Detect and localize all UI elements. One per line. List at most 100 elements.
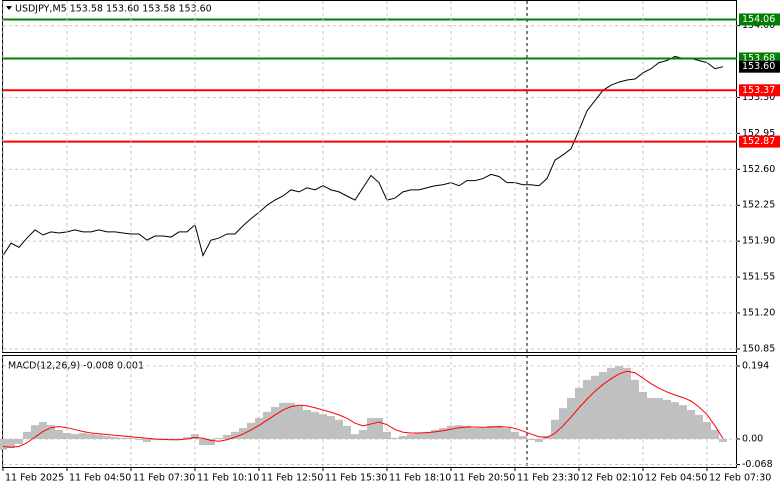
histogram-bar: [479, 428, 487, 439]
histogram-bar: [575, 387, 583, 439]
histogram-bar: [471, 428, 479, 439]
histogram-bar: [615, 366, 623, 439]
histogram-bar: [7, 438, 15, 449]
histogram-bar: [143, 438, 151, 442]
histogram-bar: [519, 435, 527, 439]
histogram-bar: [495, 425, 503, 439]
histogram-bar: [0, 438, 7, 450]
x-tick-label: 11 Feb 20:50: [453, 473, 515, 484]
histogram-bar: [695, 414, 703, 439]
histogram-bar: [191, 434, 199, 439]
histogram-bar: [87, 434, 95, 439]
histogram-bar: [423, 431, 431, 439]
y-tick-label: 0.00: [742, 433, 763, 444]
histogram-bar: [631, 379, 639, 439]
x-tick-label: 11 Feb 07:30: [133, 473, 195, 484]
histogram-bar: [391, 437, 399, 439]
histogram-bar: [303, 410, 311, 439]
histogram-bar: [223, 434, 231, 439]
histogram-bar: [679, 405, 687, 439]
histogram-bar: [31, 425, 39, 439]
x-tick-label: 11 Feb 23:30: [517, 473, 579, 484]
histogram-bar: [407, 434, 415, 439]
level-label-box: [739, 52, 780, 65]
collapse-icon: [6, 6, 12, 10]
x-tick-label: 12 Feb 07:30: [709, 473, 771, 484]
histogram-bar: [271, 407, 279, 439]
histogram-bar: [111, 437, 119, 439]
histogram-bar: [39, 422, 47, 439]
histogram-bar: [535, 438, 543, 442]
histogram-bar: [655, 397, 663, 439]
histogram-bar: [351, 434, 359, 439]
histogram-bar: [135, 438, 143, 441]
histogram-bar: [647, 397, 655, 439]
y-tick-label: 151.90: [742, 236, 775, 247]
histogram-bar: [335, 419, 343, 439]
histogram-bar: [383, 431, 391, 439]
histogram-bar: [15, 438, 23, 444]
x-tick-label: 11 Feb 12:50: [261, 473, 323, 484]
histogram-bar: [215, 437, 223, 439]
y-tick-label: 154.00: [742, 20, 775, 31]
histogram-bar: [255, 417, 263, 439]
y-tick-label: 152.95: [742, 128, 775, 139]
level-label: 153.37: [742, 85, 775, 96]
x-tick-label: 12 Feb 02:10: [581, 473, 643, 484]
histogram-bar: [527, 438, 535, 441]
level-label: 152.87: [742, 136, 775, 147]
histogram-bar: [663, 399, 671, 439]
histogram-bar: [399, 435, 407, 439]
histogram-bar: [567, 397, 575, 439]
chart-title: USDJPY,M5 153.58 153.60 153.58 153.60: [15, 4, 212, 15]
histogram-bar: [79, 432, 87, 439]
x-tick-label: 11 Feb 15:30: [325, 473, 387, 484]
histogram-bar: [591, 375, 599, 439]
histogram-bar: [487, 425, 495, 439]
y-tick-label: 151.20: [742, 308, 775, 319]
histogram-bar: [263, 411, 271, 439]
histogram-bar: [623, 367, 631, 439]
histogram-bar: [287, 402, 295, 439]
y-tick-label: 152.60: [742, 164, 775, 175]
level-label: 153.68: [742, 53, 775, 64]
level-label-box: [739, 13, 780, 26]
x-tick-label: 11 Feb 04:50: [69, 473, 131, 484]
histogram-bar: [671, 402, 679, 439]
histogram-bar: [71, 434, 79, 439]
level-label: 154.06: [742, 14, 775, 25]
histogram-bar: [367, 417, 375, 439]
y-tick-label: -0.068: [742, 459, 773, 470]
histogram-bar: [247, 422, 255, 439]
histogram-bar: [231, 431, 239, 439]
histogram-bar: [295, 405, 303, 439]
histogram-bar: [183, 437, 191, 439]
histogram-bar: [431, 429, 439, 439]
y-tick-label: 153.30: [742, 92, 775, 103]
histogram-bar: [455, 425, 463, 439]
x-tick-label: 12 Feb 04:50: [645, 473, 707, 484]
histogram-bar: [503, 428, 511, 439]
histogram-bar: [415, 432, 423, 439]
x-tick-label: 11 Feb 10:10: [197, 473, 259, 484]
level-label-box: [739, 84, 780, 97]
last-price-label: 153.60: [742, 61, 775, 72]
histogram-bar: [103, 435, 111, 439]
histogram-bar: [239, 428, 247, 439]
histogram-bar: [47, 425, 55, 439]
histogram-bar: [359, 429, 367, 439]
x-tick-label: 11 Feb 2025: [5, 473, 64, 484]
histogram-bar: [319, 414, 327, 439]
y-tick-label: 150.85: [742, 343, 775, 354]
x-tick-label: 11 Feb 18:10: [389, 473, 451, 484]
level-label-box: [739, 135, 780, 148]
histogram-bar: [439, 428, 447, 439]
histogram-bar: [607, 367, 615, 439]
histogram-bar: [343, 425, 351, 439]
y-tick-label: 152.25: [742, 200, 775, 211]
histogram-bar: [711, 429, 719, 439]
histogram-bar: [447, 425, 455, 439]
histogram-bar: [559, 408, 567, 439]
histogram-bar: [463, 425, 471, 439]
